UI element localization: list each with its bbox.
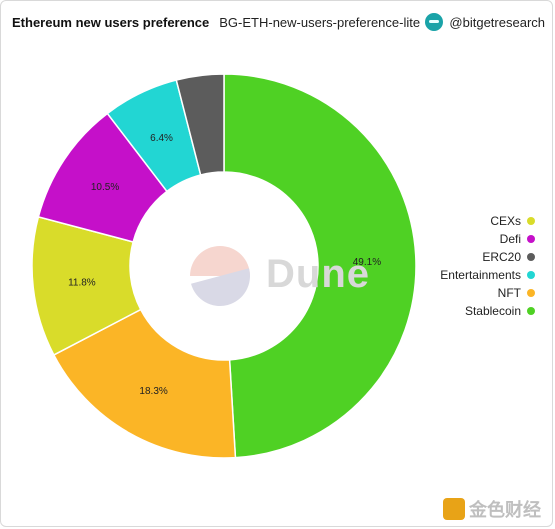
legend-swatch bbox=[527, 271, 535, 279]
slice-label-entertainments: 6.4% bbox=[150, 133, 173, 144]
legend-item-erc20[interactable]: ERC20 bbox=[482, 248, 535, 266]
chart-header: Ethereum new users preference BG-ETH-new… bbox=[12, 9, 545, 35]
brand-avatar-icon bbox=[425, 13, 444, 31]
legend-item-stablecoin[interactable]: Stablecoin bbox=[465, 302, 535, 320]
slice-label-cexs: 11.8% bbox=[68, 277, 96, 288]
dune-logo-icon bbox=[190, 246, 250, 306]
chart-title: Ethereum new users preference bbox=[12, 14, 210, 30]
legend-label: Stablecoin bbox=[464, 304, 521, 318]
jinse-logo-icon bbox=[443, 498, 465, 520]
legend-label: ERC20 bbox=[482, 250, 521, 264]
footer-logo-text: 金色财经 bbox=[469, 500, 541, 520]
legend-label: Entertainments bbox=[440, 268, 521, 282]
legend-item-defi[interactable]: Defi bbox=[500, 230, 535, 248]
legend-swatch bbox=[527, 217, 535, 225]
legend-label: Defi bbox=[499, 232, 521, 246]
footer-logo: 金色财经 bbox=[443, 496, 541, 522]
legend: CEXs Defi ERC20 Entertainments NFT Stablecoin bbox=[440, 212, 535, 320]
brand-handle: @bitgetresearch bbox=[449, 14, 545, 30]
legend-swatch bbox=[527, 307, 535, 315]
legend-swatch bbox=[527, 253, 535, 261]
legend-swatch bbox=[527, 289, 535, 297]
legend-swatch bbox=[527, 235, 535, 243]
slice-label-stablecoin: 49.1% bbox=[353, 257, 381, 268]
slice-label-nft: 18.3% bbox=[139, 386, 167, 397]
chart-subtitle: BG-ETH-new-users-preference-lite bbox=[219, 14, 421, 30]
legend-item-entertainments[interactable]: Entertainments bbox=[440, 266, 535, 284]
legend-label: NFT bbox=[497, 286, 521, 300]
legend-item-nft[interactable]: NFT bbox=[498, 284, 535, 302]
brand[interactable]: @bitgetresearch bbox=[425, 13, 545, 31]
dune-watermark: Dune bbox=[266, 252, 370, 296]
slice-label-defi: 10.5% bbox=[91, 182, 119, 193]
legend-label: CEXs bbox=[490, 214, 521, 228]
legend-item-cexs[interactable]: CEXs bbox=[490, 212, 535, 230]
